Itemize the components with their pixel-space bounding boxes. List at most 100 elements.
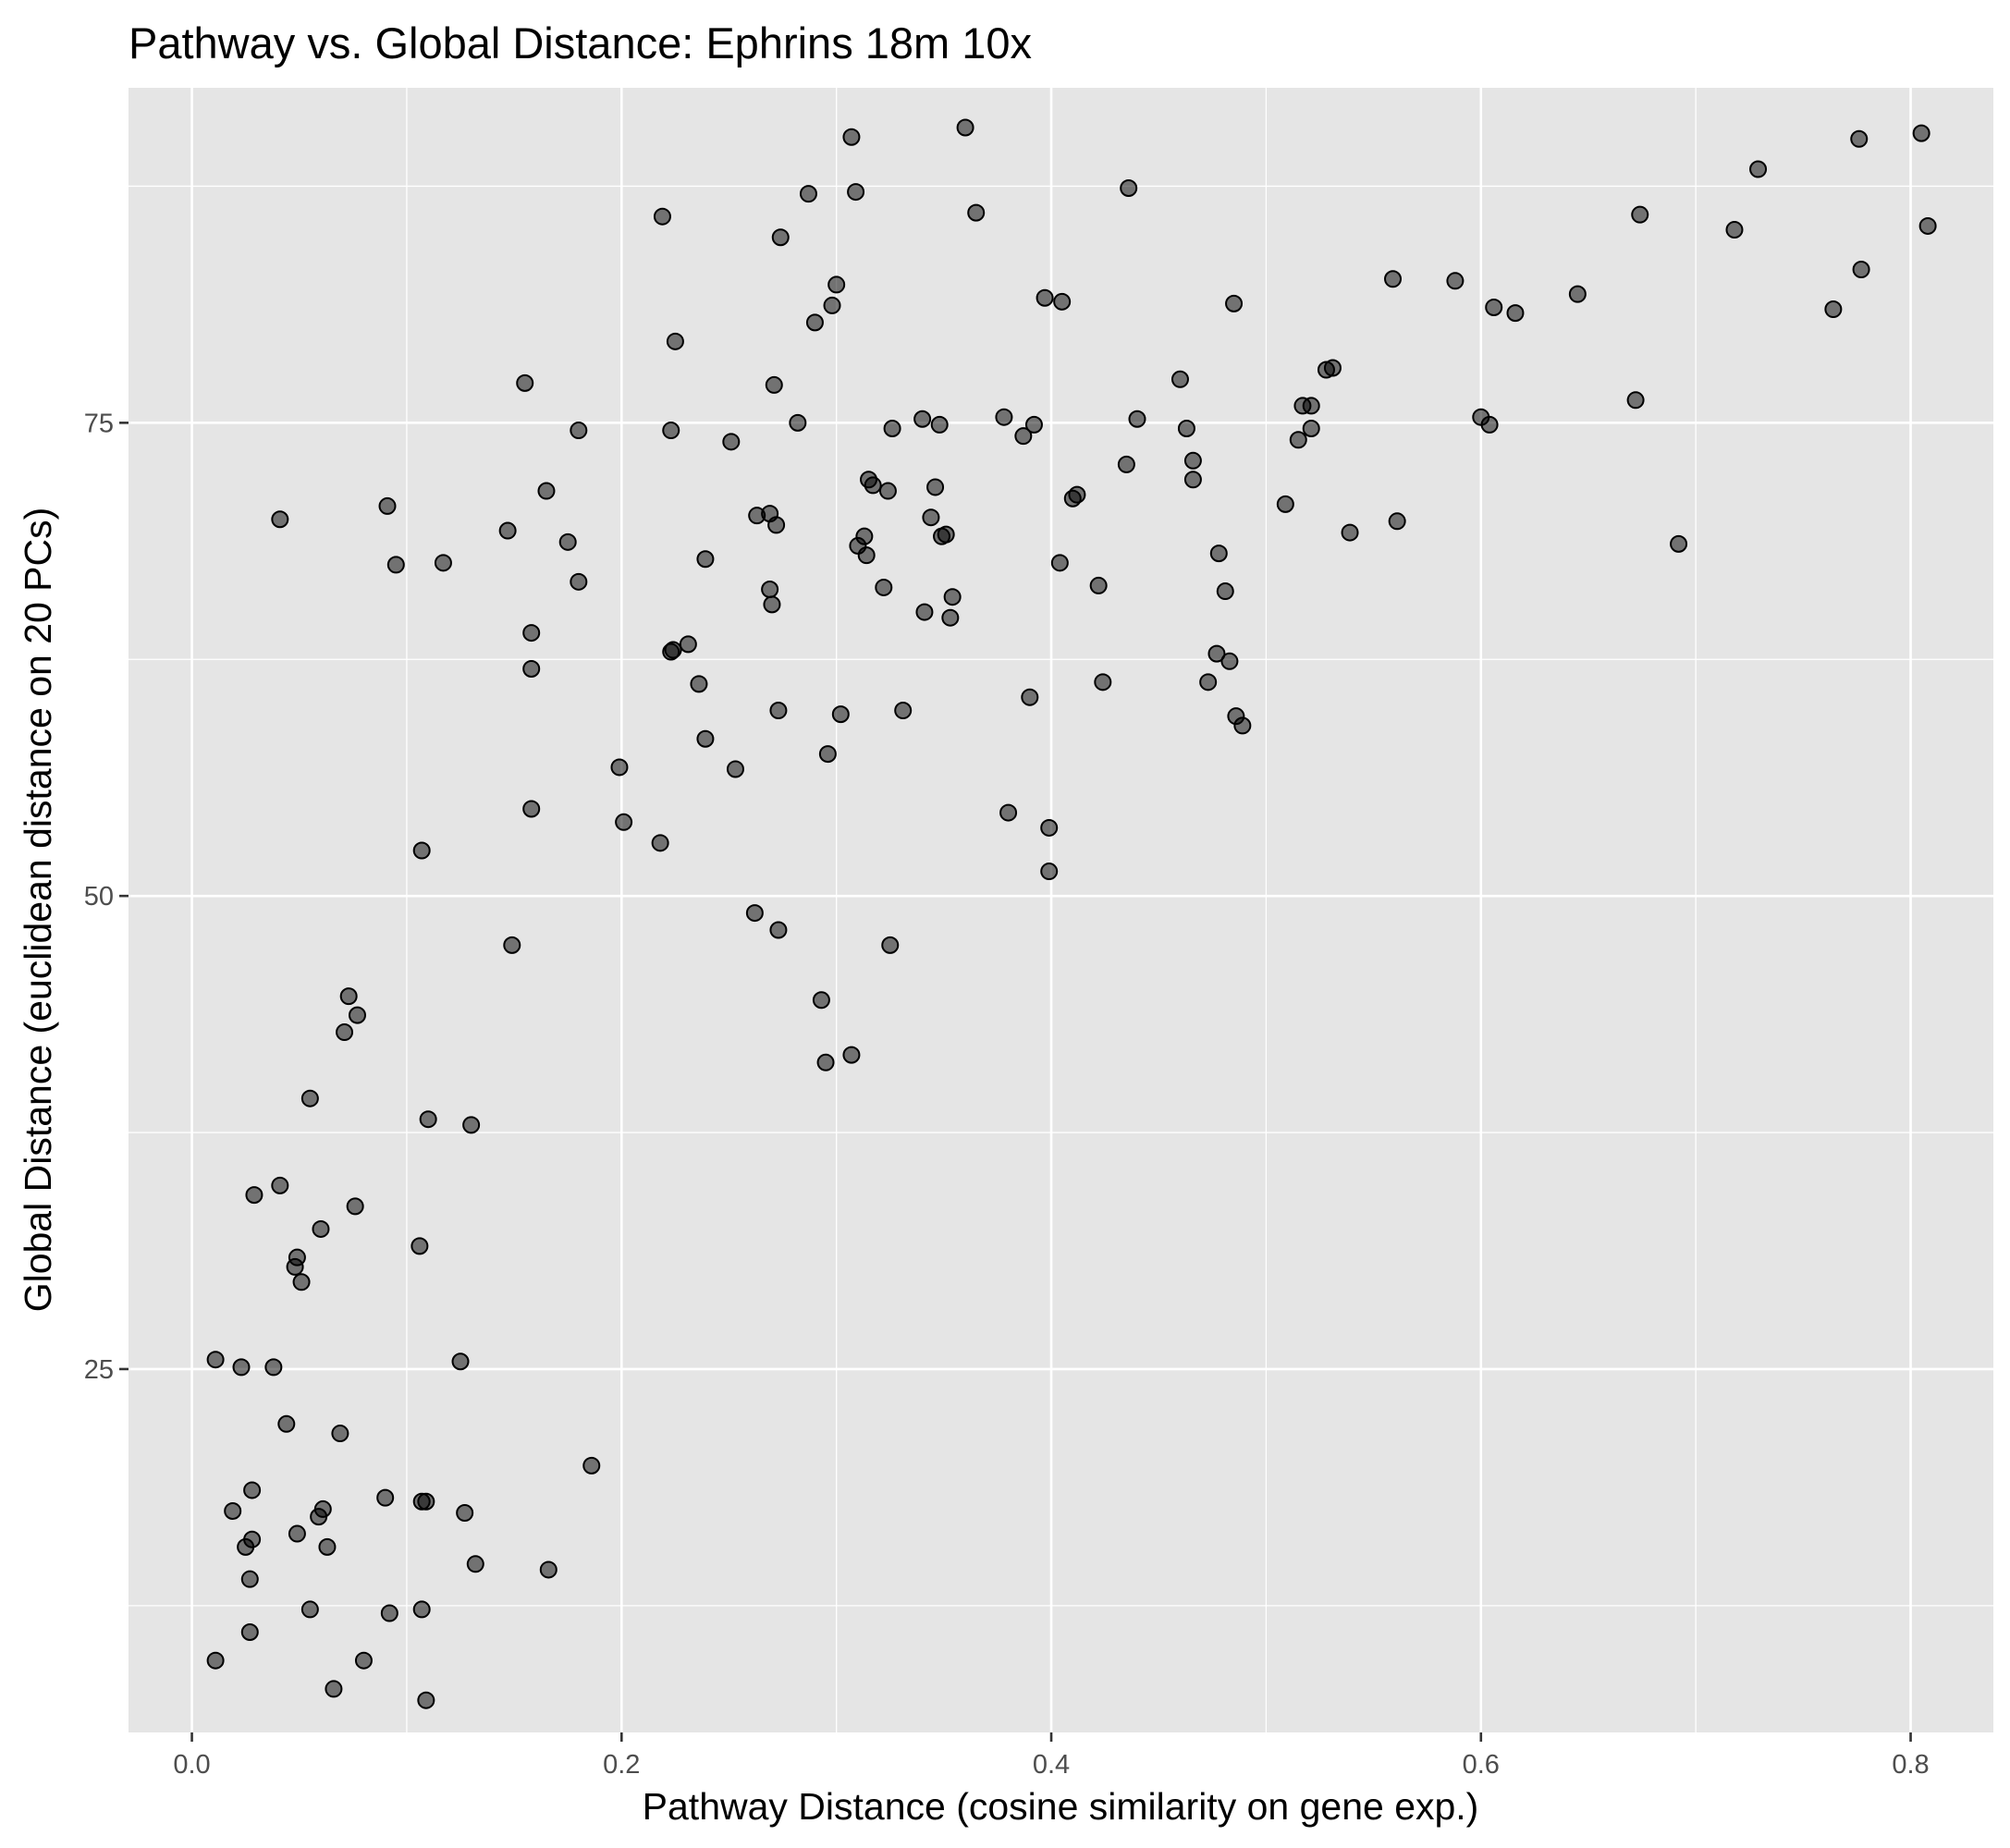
data-point (865, 477, 881, 493)
x-axis-label: Pathway Distance (cosine similarity on g… (643, 1785, 1479, 1828)
data-point (766, 377, 782, 393)
data-point (655, 209, 670, 225)
data-point (1026, 417, 1042, 433)
data-point (272, 511, 288, 527)
data-point (1129, 411, 1145, 427)
data-point (1278, 496, 1293, 512)
data-point (923, 509, 938, 525)
data-point (523, 661, 539, 677)
data-point (1052, 555, 1068, 570)
data-point (697, 551, 713, 567)
data-point (414, 1601, 430, 1617)
data-point (570, 574, 586, 590)
data-point (1628, 392, 1644, 408)
data-point (1179, 421, 1195, 436)
data-point (302, 1091, 318, 1107)
data-point (272, 1178, 288, 1193)
data-point (818, 1055, 834, 1071)
data-point (1121, 180, 1136, 196)
y-axis: 25 50 75 (84, 409, 129, 1385)
data-point (325, 1681, 341, 1696)
x-tick-label: 0.4 (1033, 1750, 1070, 1780)
data-point (225, 1503, 240, 1519)
data-point (932, 417, 948, 433)
data-point (1000, 805, 1016, 821)
data-point (843, 129, 859, 145)
x-tick-label: 0.2 (603, 1750, 640, 1780)
data-point (723, 434, 739, 449)
data-point (377, 1490, 393, 1506)
data-point (895, 703, 911, 718)
data-point (242, 1624, 258, 1640)
data-point (762, 581, 778, 597)
data-point (289, 1250, 305, 1266)
data-point (504, 937, 520, 953)
data-point (938, 527, 954, 543)
data-point (1172, 372, 1188, 387)
data-point (945, 589, 961, 605)
x-tick-label: 0.0 (173, 1750, 210, 1780)
data-point (289, 1526, 305, 1542)
data-point (1632, 207, 1648, 223)
data-point (1211, 545, 1227, 561)
data-point (583, 1458, 599, 1474)
data-point (1022, 690, 1037, 705)
data-point (1854, 262, 1869, 277)
data-point (1185, 471, 1201, 487)
data-point (356, 1653, 372, 1669)
data-point (768, 517, 784, 532)
data-point (1037, 290, 1053, 306)
data-point (1325, 360, 1341, 375)
y-tick-label: 25 (84, 1355, 114, 1385)
data-point (570, 422, 586, 438)
data-point (882, 937, 898, 953)
data-point (1851, 131, 1867, 147)
data-point (1091, 578, 1107, 594)
data-point (1069, 487, 1085, 503)
data-point (1095, 674, 1110, 690)
y-axis-label: Global Distance (euclidean distance on 2… (17, 508, 59, 1313)
data-point (666, 643, 681, 658)
data-point (927, 479, 943, 495)
data-point (538, 483, 554, 499)
data-point (807, 314, 823, 330)
data-point (468, 1556, 484, 1572)
data-point (414, 843, 430, 859)
data-point (348, 1198, 363, 1214)
data-point (560, 534, 576, 550)
data-point (728, 761, 743, 777)
data-point (764, 596, 779, 612)
data-point (856, 529, 872, 545)
data-point (1221, 654, 1237, 669)
data-point (244, 1482, 260, 1498)
data-point (1447, 273, 1463, 288)
data-point (942, 610, 958, 626)
data-point (1486, 300, 1501, 315)
data-point (294, 1274, 310, 1290)
data-point (435, 555, 451, 570)
data-point (1200, 674, 1216, 690)
data-point (916, 605, 932, 620)
data-point (828, 276, 844, 292)
data-point (773, 229, 789, 245)
data-point (411, 1238, 427, 1254)
data-point (1570, 287, 1586, 302)
data-point (332, 1426, 348, 1441)
y-tick-label: 75 (84, 409, 114, 438)
data-point (1291, 432, 1306, 447)
data-point (244, 1532, 260, 1548)
data-point (517, 375, 533, 391)
data-point (418, 1693, 434, 1708)
data-point (1304, 421, 1319, 436)
data-point (680, 636, 696, 652)
x-axis: 0.0 0.2 0.4 0.6 0.8 (173, 1732, 1929, 1780)
data-point (616, 814, 631, 830)
data-point (1234, 717, 1250, 733)
data-point (1304, 398, 1319, 413)
data-point (843, 1047, 859, 1063)
data-point (341, 988, 357, 1004)
data-point (814, 992, 829, 1008)
data-point (663, 422, 679, 438)
data-point (388, 557, 404, 572)
